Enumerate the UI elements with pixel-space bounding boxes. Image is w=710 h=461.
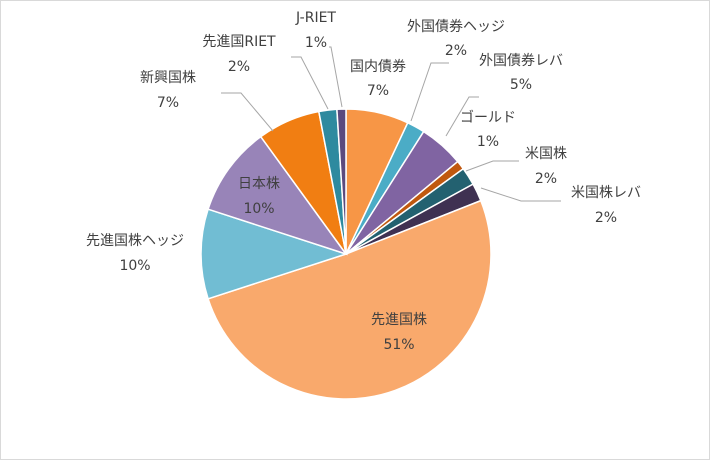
slice-percent-5: 2% bbox=[595, 210, 617, 226]
slice-percent-11: 1% bbox=[305, 35, 327, 51]
pie-slice-6 bbox=[207, 199, 492, 400]
slice-percent-3: 1% bbox=[477, 134, 499, 150]
slice-percent-10: 2% bbox=[228, 59, 250, 75]
slice-percent-6: 51% bbox=[383, 337, 414, 353]
leader-line-2 bbox=[445, 96, 479, 137]
slice-percent-0: 7% bbox=[367, 83, 389, 99]
leader-line-9 bbox=[221, 92, 274, 132]
slice-label-9: 新興国株 bbox=[140, 70, 196, 86]
slice-percent-9: 7% bbox=[157, 95, 179, 111]
slice-label-8: 日本株 bbox=[238, 176, 280, 192]
slice-percent-1: 2% bbox=[445, 43, 467, 59]
leader-line-1 bbox=[410, 62, 449, 122]
leader-line-10 bbox=[291, 56, 329, 110]
slice-label-4: 米国株 bbox=[525, 146, 567, 162]
slice-percent-7: 10% bbox=[119, 258, 150, 274]
slice-percent-2: 5% bbox=[510, 77, 532, 93]
slice-label-11: J-RIET bbox=[295, 10, 336, 26]
data-labels: 国内債券 7% 外国債券ヘッジ 2% 外国債券レバ 5% ゴールド 1% 米国株 2% 米国株レバ 2… bbox=[86, 10, 641, 353]
slice-percent-4: 2% bbox=[535, 171, 557, 187]
pie-slice-11 bbox=[336, 108, 347, 255]
slice-percent-8: 10% bbox=[243, 201, 274, 217]
slice-label-10: 先進国RIET bbox=[202, 34, 276, 50]
slice-label-7: 先進国株ヘッジ bbox=[86, 233, 184, 249]
leader-lines bbox=[221, 46, 561, 202]
leader-line-5 bbox=[480, 187, 561, 202]
pie-slices bbox=[200, 108, 492, 400]
slice-label-2: 外国債券レバ bbox=[479, 53, 563, 69]
pie-slice-8 bbox=[207, 135, 348, 256]
slice-label-1: 外国債券ヘッジ bbox=[407, 19, 505, 35]
slice-label-6: 先進国株 bbox=[371, 312, 427, 328]
leader-line-4 bbox=[465, 160, 519, 172]
slice-label-3: ゴールド bbox=[460, 109, 516, 126]
slice-label-5: 米国株レバ bbox=[571, 185, 641, 201]
leader-line-11 bbox=[329, 46, 343, 108]
slice-label-0: 国内債券 bbox=[350, 59, 406, 75]
pie-slice-7 bbox=[200, 208, 349, 300]
